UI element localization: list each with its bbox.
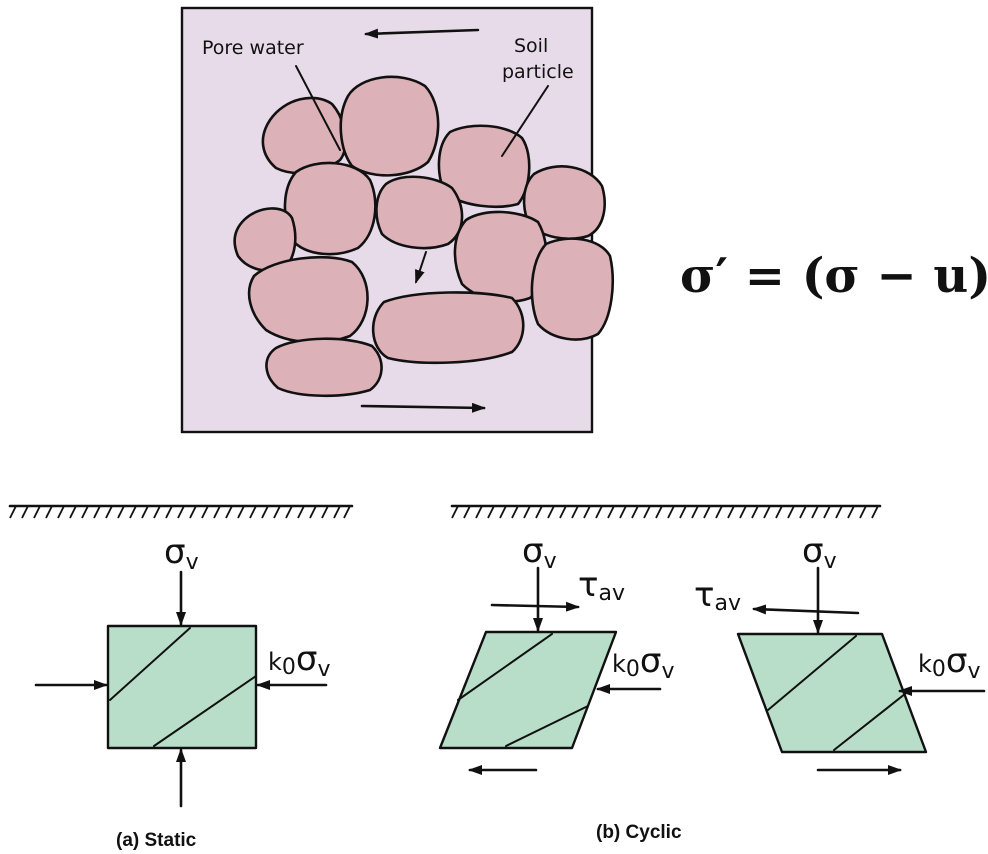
grain — [437, 124, 531, 209]
cyclic-left-sigma-v-label: σv — [522, 531, 557, 574]
grain — [453, 210, 548, 303]
cyclic-slip-line — [833, 689, 911, 751]
bottom-shear-arrow — [360, 402, 486, 413]
grain — [522, 165, 606, 240]
cyclic-element-diagram: σv τav k0σv σv τav k0σv (b) Cyclic — [438, 504, 986, 843]
cyclic-ground-hatch — [451, 505, 879, 519]
static-caption: (a) Static — [116, 830, 197, 851]
soil-particle-leader — [501, 85, 549, 157]
cyclic-left-k0-sigma-v-label: k0σv — [612, 641, 675, 684]
grain — [530, 237, 614, 341]
flow-arrow — [415, 251, 427, 284]
static-ground-hatch — [9, 505, 351, 519]
grain — [283, 161, 377, 256]
static-element-diagram: σv k0σv (a) Static — [8, 504, 354, 851]
grain — [375, 175, 464, 250]
cyclic-slip-line — [457, 633, 553, 701]
cyclic-slip-line — [767, 635, 857, 711]
static-sigma-v-label: σv — [164, 532, 199, 575]
cyclic-soil-element-left — [438, 630, 618, 750]
cyclic-left-shear-arrow-top — [490, 601, 580, 612]
pore-water-leader — [295, 65, 341, 151]
static-slip-line — [153, 675, 257, 747]
static-soil-element — [106, 624, 258, 750]
static-slip-line — [109, 627, 191, 701]
soil-grains — [233, 75, 614, 398]
pore-water-label: Pore water — [202, 37, 304, 59]
grain — [247, 255, 369, 344]
grain — [265, 337, 383, 398]
cyclic-right-shear-arrow-top — [752, 604, 860, 615]
cyclic-right-k0-sigma-v-label: k0σv — [918, 641, 981, 684]
soil-label: Soil — [514, 35, 548, 57]
effective-stress-formula: σ′ = (σ − u) — [680, 248, 988, 304]
grain — [339, 75, 440, 177]
cyclic-soil-element-right — [736, 632, 928, 754]
grain — [371, 291, 525, 365]
pore-water-panel: Pore water Soil particle — [180, 6, 614, 434]
cyclic-left-tau-av-label: τav — [578, 565, 625, 606]
cyclic-caption: (b) Cyclic — [596, 822, 682, 843]
static-k0-sigma-v-label: k0σv — [268, 639, 331, 682]
particle-label: particle — [502, 61, 574, 83]
cyclic-right-tau-av-label: τav — [694, 575, 741, 616]
cyclic-right-sigma-v-label: σv — [802, 531, 837, 574]
top-shear-arrow — [364, 28, 480, 39]
cyclic-slip-line — [505, 705, 589, 747]
